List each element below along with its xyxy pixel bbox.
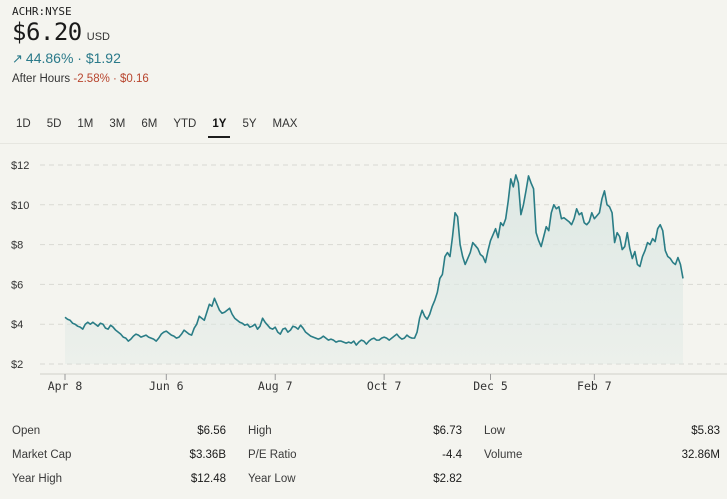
- range-tab-5d[interactable]: 5D: [46, 118, 62, 130]
- x-tick-label: Oct 7: [367, 379, 402, 393]
- stat-value: $3.36B: [189, 449, 226, 461]
- stats-table: Open $6.56 High $6.73 Low $5.83 Market Cap $3.3…: [12, 419, 720, 491]
- stat-label: P/E Ratio: [248, 449, 297, 461]
- stat-cell: Volume 32.86M: [484, 449, 720, 461]
- range-tab-6m[interactable]: 6M: [141, 118, 158, 130]
- stat-cell: Market Cap $3.36B: [12, 449, 248, 461]
- after-hours: After Hours -2.58% · $0.16: [12, 73, 149, 85]
- stat-label: Volume: [484, 449, 523, 461]
- stat-cell: Year High $12.48: [12, 473, 248, 485]
- stat-value: 32.86M: [681, 449, 720, 461]
- stat-label: Low: [484, 425, 506, 437]
- stat-cell: Year Low $2.82: [248, 473, 484, 485]
- y-tick-label: $4: [11, 319, 23, 331]
- ticker-symbol: ACHR:NYSE: [12, 5, 72, 18]
- stat-value: $12.48: [190, 473, 226, 485]
- range-tab-ytd[interactable]: YTD: [173, 118, 197, 130]
- stat-label: Market Cap: [12, 449, 72, 461]
- range-tab-max[interactable]: MAX: [272, 118, 298, 130]
- x-tick-label: Apr 8: [48, 379, 83, 393]
- y-tick-label: $10: [11, 200, 29, 212]
- currency-label: USD: [86, 31, 110, 43]
- stat-value: $5.83: [691, 425, 720, 437]
- price-row: $6.20 USD: [12, 18, 110, 46]
- price-line: [64, 174, 684, 346]
- y-tick-label: $12: [11, 160, 29, 172]
- trend-up-icon: ↗: [12, 51, 23, 66]
- x-tick-label: Aug 7: [258, 379, 293, 393]
- range-tabs: 1D 5D 1M 3M 6M YTD 1Y 5Y MAX: [8, 116, 305, 138]
- range-tab-5y[interactable]: 5Y: [242, 118, 257, 130]
- x-tick-label: Dec 5: [473, 379, 508, 393]
- stat-cell: Open $6.56: [12, 425, 248, 437]
- range-tab-1m[interactable]: 1M: [77, 118, 94, 130]
- y-tick-label: $2: [11, 359, 23, 371]
- stat-cell: High $6.73: [248, 425, 484, 437]
- y-tick-label: $6: [11, 279, 23, 291]
- stat-value: $6.56: [197, 425, 226, 437]
- stat-cell: Low $5.83: [484, 425, 720, 437]
- price-chart: $2 $4 $6 $8 $10 $12 Apr 8 Jun 6 Aug 7 Oct 7 Dec 5 F…: [11, 160, 727, 393]
- stat-value: -4.4: [442, 449, 462, 461]
- stats-row: Year High $12.48 Year Low $2.82: [12, 467, 720, 491]
- current-price: $6.20: [12, 18, 82, 46]
- range-tab-1y[interactable]: 1Y: [204, 116, 234, 138]
- stats-row: Market Cap $3.36B P/E Ratio -4.4 Volume 32.86…: [12, 443, 720, 467]
- price-change-text: 44.86% · $1.92: [25, 50, 121, 66]
- stat-label: Year High: [12, 473, 63, 485]
- price-area: [65, 174, 683, 364]
- stat-label: Year Low: [248, 473, 296, 485]
- range-divider: [0, 143, 727, 144]
- stat-label: Open: [12, 425, 41, 437]
- x-tick-label: Feb 7: [577, 379, 612, 393]
- after-hours-label: After Hours: [12, 73, 71, 85]
- range-tab-3m[interactable]: 3M: [109, 118, 126, 130]
- stat-cell: P/E Ratio -4.4: [248, 449, 484, 461]
- price-change: ↗ 44.86% · $1.92: [12, 50, 121, 67]
- stats-row: Open $6.56 High $6.73 Low $5.83: [12, 419, 720, 443]
- stat-value: $2.82: [433, 473, 462, 485]
- range-tab-1d[interactable]: 1D: [16, 118, 31, 130]
- x-tick-label: Jun 6: [149, 379, 184, 393]
- y-tick-label: $8: [11, 240, 23, 252]
- after-hours-change: -2.58% · $0.16: [73, 73, 149, 85]
- stat-value: $6.73: [433, 425, 462, 437]
- stat-label: High: [248, 425, 272, 437]
